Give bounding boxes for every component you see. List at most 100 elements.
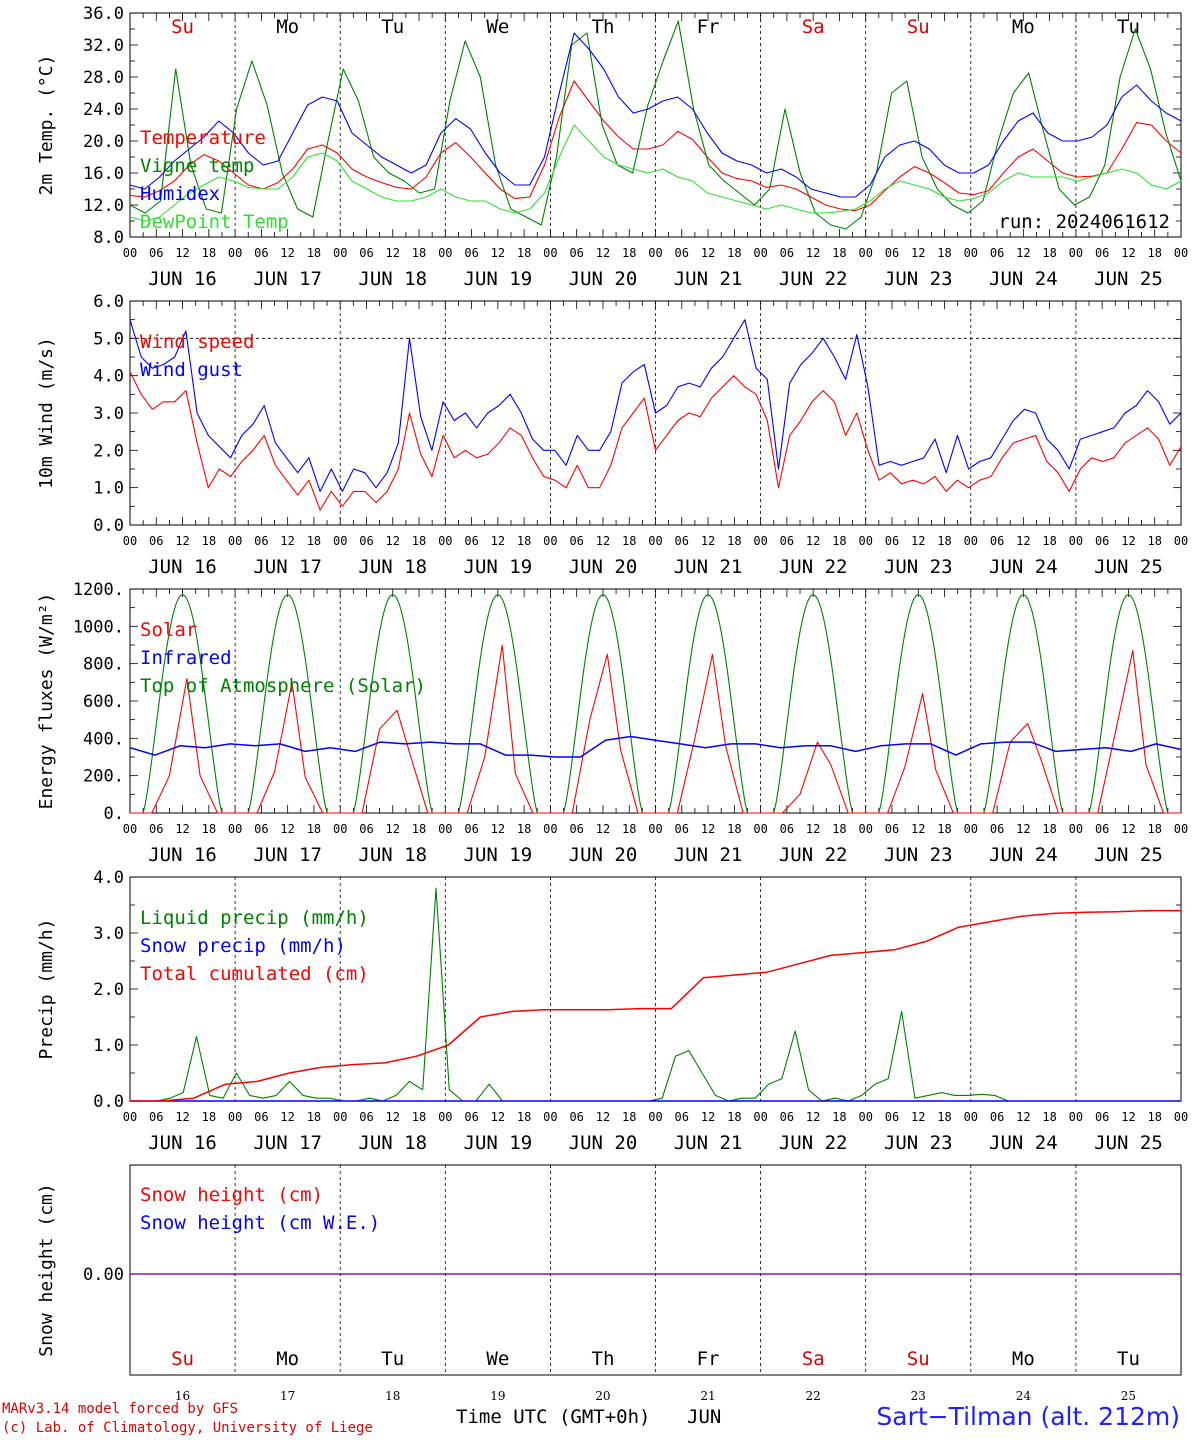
hour-tick-label: 06: [885, 246, 899, 260]
series-total-cumulated: [130, 909, 1181, 1102]
legend-infrared: Infrared: [140, 647, 232, 669]
hour-tick-label: 18: [937, 822, 951, 836]
hour-tick-label: 18: [412, 822, 426, 836]
legend-temperature: Temperature: [140, 127, 266, 149]
date-label: JUN 17: [253, 556, 322, 578]
date-label: JUN 18: [358, 556, 427, 578]
hour-tick-label: 18: [937, 534, 951, 548]
series-wind-gust: [129, 319, 1182, 492]
y-tick-label: 2.0: [93, 980, 124, 1000]
date-label: JUN 24: [989, 556, 1058, 578]
weekday-label: Th: [592, 16, 615, 38]
hour-tick-label: 00: [858, 534, 872, 548]
date-label: JUN 25: [1094, 268, 1163, 290]
hour-tick-label: 12: [701, 1110, 715, 1124]
hour-tick-label: 18: [1042, 534, 1056, 548]
hour-tick-label: 12: [280, 246, 294, 260]
hour-tick-label: 12: [806, 822, 820, 836]
hour-tick-label: 00: [438, 534, 452, 548]
y-tick-label: 1000.: [73, 617, 124, 637]
hour-tick-label: 06: [780, 1110, 794, 1124]
hour-tick-label: 18: [832, 822, 846, 836]
y-axis-label: Energy fluxes (W/m²): [36, 593, 57, 810]
hour-tick-label: 06: [1095, 534, 1109, 548]
day-number-label: 22: [806, 1389, 821, 1403]
hour-tick-label: 18: [307, 1110, 321, 1124]
hour-tick-label: 06: [149, 1110, 163, 1124]
hour-tick-label: 00: [228, 822, 242, 836]
weekday-label: Tu: [381, 16, 404, 38]
hour-tick-label: 12: [1016, 246, 1030, 260]
hour-tick-label: 12: [1121, 246, 1135, 260]
y-tick-label: 28.0: [83, 68, 124, 88]
weekday-label: Su: [171, 1348, 194, 1370]
hour-tick-label: 00: [648, 534, 662, 548]
hour-tick-label: 12: [806, 1110, 820, 1124]
hour-tick-label: 12: [911, 246, 925, 260]
run-annotation: run: 2024061612: [998, 211, 1170, 233]
hour-tick-label: 00: [543, 822, 557, 836]
hour-tick-label: 18: [307, 822, 321, 836]
y-tick-label: 400.: [83, 729, 124, 749]
hour-tick-label: 12: [701, 822, 715, 836]
hour-tick-label: 00: [1069, 246, 1083, 260]
hour-tick-label: 18: [1147, 534, 1161, 548]
hour-tick-label: 12: [911, 822, 925, 836]
hour-tick-label: 18: [727, 534, 741, 548]
hour-tick-label: 18: [1147, 822, 1161, 836]
hour-tick-label: 12: [491, 534, 505, 548]
hour-tick-label: 00: [543, 246, 557, 260]
date-label: JUN 25: [1094, 556, 1163, 578]
y-tick-label: 20.0: [83, 132, 124, 152]
y-tick-label: 0.0: [93, 516, 124, 536]
y-tick-label: 3.0: [93, 404, 124, 424]
hour-tick-label: 12: [1121, 822, 1135, 836]
legend-wind-gust: Wind gust: [140, 359, 243, 381]
hour-tick-label: 12: [596, 822, 610, 836]
y-tick-label: 1.0: [93, 479, 124, 499]
date-label: JUN 18: [358, 268, 427, 290]
hour-tick-label: 00: [438, 822, 452, 836]
hour-tick-label: 00: [964, 534, 978, 548]
weekday-label: Fr: [697, 16, 720, 38]
hour-tick-label: 12: [1016, 1110, 1030, 1124]
y-tick-label: 12.0: [83, 196, 124, 216]
hour-tick-label: 06: [1095, 1110, 1109, 1124]
date-label: JUN 23: [884, 1132, 953, 1154]
hour-tick-label: 00: [333, 246, 347, 260]
hour-tick-label: 00: [333, 822, 347, 836]
day-number-label: 17: [280, 1389, 295, 1403]
hour-tick-label: 06: [1095, 246, 1109, 260]
series-wind-speed: [129, 371, 1182, 511]
y-tick-label: 3.0: [93, 924, 124, 944]
date-label: JUN 22: [779, 268, 848, 290]
hour-tick-label: 06: [359, 1110, 373, 1124]
weekday-label: Sa: [802, 16, 825, 38]
hour-tick-label: 18: [622, 1110, 636, 1124]
panel-1-frame: [129, 12, 1182, 238]
date-label: JUN 17: [253, 844, 322, 866]
day-number-label: 25: [1121, 1389, 1136, 1403]
date-label: JUN 21: [674, 556, 743, 578]
date-label: JUN 22: [779, 556, 848, 578]
hour-tick-label: 18: [517, 1110, 531, 1124]
hour-tick-label: 00: [123, 822, 137, 836]
hour-tick-label: 12: [386, 534, 400, 548]
date-label: JUN 21: [674, 268, 743, 290]
date-label: JUN 16: [148, 268, 217, 290]
hour-tick-label: 06: [990, 822, 1004, 836]
hour-tick-label: 12: [596, 246, 610, 260]
y-tick-label: 600.: [83, 692, 124, 712]
hour-tick-label: 18: [1147, 246, 1161, 260]
hour-tick-label: 18: [622, 822, 636, 836]
y-tick-label: 4.0: [93, 868, 124, 888]
hour-tick-label: 00: [333, 534, 347, 548]
hour-tick-label: 12: [1121, 534, 1135, 548]
weekday-label: Mo: [1012, 1348, 1035, 1370]
date-label: JUN 17: [253, 1132, 322, 1154]
y-axis-label: Snow height (cm): [36, 1183, 57, 1356]
date-label: JUN 25: [1094, 1132, 1163, 1154]
hour-tick-label: 18: [937, 1110, 951, 1124]
day-number-label: 23: [911, 1389, 926, 1403]
hour-tick-label: 18: [1147, 1110, 1161, 1124]
